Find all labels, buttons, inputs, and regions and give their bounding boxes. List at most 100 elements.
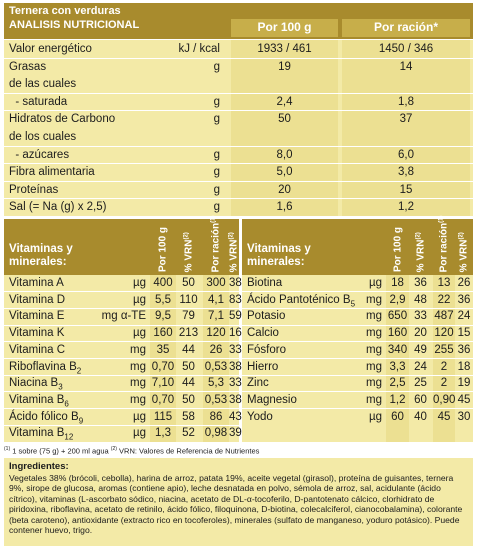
row-divider xyxy=(242,358,473,359)
vitamin-rac: 13 xyxy=(437,277,451,289)
vitamins-table-right: Vitaminas y minerales: Por 100 g % VRN(2)… xyxy=(242,215,473,442)
vitamin-name-text: Hierro xyxy=(247,360,279,373)
footnote: (1) 1 sobre (75 g) + 200 ml agua (2) VRN… xyxy=(4,446,259,456)
per100-strip xyxy=(231,40,338,216)
vitamin-name-text: Potasio xyxy=(247,310,286,323)
vitamin-rac: 120 xyxy=(434,327,454,340)
nutrient-per100: 2,4 xyxy=(276,95,293,108)
row-divider xyxy=(242,374,473,376)
nutrient-label: Grasas xyxy=(9,60,47,73)
ingredients-text: Vegetales 38% (brócoli, cebolla), harina… xyxy=(9,473,463,536)
vitamin-name-text: Niacina B xyxy=(9,377,59,390)
nutrient-per100: 1933 / 461 xyxy=(257,43,312,55)
vitamin-name: Fósforo xyxy=(247,342,286,358)
vitamin-name: Ácido Pantoténico B5 xyxy=(247,292,355,312)
vitamin-vrn2: 24 xyxy=(457,310,471,323)
nutrient-row: de los cuales xyxy=(4,129,473,145)
vitamin-row: Fósforo mg 340 49 255 36 xyxy=(242,342,473,358)
nutrient-label: Proteínas xyxy=(9,183,59,196)
vitamin-subscript: 5 xyxy=(350,298,356,308)
vitamin-unit: µg xyxy=(132,410,146,423)
vitamin-vrn1: 25 xyxy=(414,377,427,390)
vitamin-unit: mg xyxy=(130,377,146,390)
vitamin-name: Vitamina K xyxy=(9,325,64,341)
vitamin-vrn1: 24 xyxy=(414,360,427,373)
vitamin-subscript: 12 xyxy=(64,432,74,442)
vitamin-name: Ácido fólico B9 xyxy=(9,409,83,429)
vitamins-header-right: Vitaminas y minerales: Por 100 g % VRN(2)… xyxy=(242,215,473,275)
nutrient-row: Fibra alimentaria g 5,0 3,8 xyxy=(4,164,473,180)
row-divider xyxy=(4,374,239,376)
nutrient-unit: g xyxy=(213,148,220,161)
vitamin-p100: 60 xyxy=(391,410,404,423)
vitamin-name-text: Vitamina D xyxy=(9,293,66,306)
vitamin-name-text: Calcio xyxy=(247,327,279,340)
ration-header: Por ración* xyxy=(373,20,439,34)
vitamin-vrn2: 33 xyxy=(229,377,242,390)
vitamin-col-label: Por ración xyxy=(438,222,450,272)
nutrient-ration: 14 xyxy=(399,60,413,73)
vitamin-rac: 22 xyxy=(437,293,451,306)
vitamin-p100: 1,2 xyxy=(389,393,406,406)
vitamin-unit: mg xyxy=(130,343,146,356)
vitamin-name-text: Biotina xyxy=(247,277,283,289)
vitamin-p100: 9,5 xyxy=(155,310,171,323)
vitamin-col-sup: (2) xyxy=(182,231,189,240)
vitamin-unit: mg xyxy=(130,360,146,373)
row-divider xyxy=(242,341,473,343)
vitamin-row: Vitamina A µg 400 50 300 38 xyxy=(4,275,242,291)
vitamin-vrn1: 50 xyxy=(182,393,195,406)
vitamin-col-label: Por 100 g xyxy=(392,226,403,272)
vitamin-col-header-text: % VRN(2) xyxy=(458,232,469,272)
vitamins-title-right: Vitaminas y minerales: xyxy=(247,243,311,268)
vitamin-rac: 0,98 xyxy=(204,427,228,440)
vitamin-name-text: Vitamina K xyxy=(9,327,65,340)
nutrient-row: de las cuales xyxy=(4,76,473,92)
vitamin-col-label: Por ración xyxy=(210,222,222,272)
nutrient-ration: 3,8 xyxy=(398,166,414,179)
vitamin-vrn1: 33 xyxy=(414,310,427,323)
vitamin-row: Yodo µg 60 40 45 30 xyxy=(242,409,473,425)
per100-col-bg xyxy=(231,19,338,37)
vitamin-name-text: Zinc xyxy=(247,377,269,390)
nutrient-row: - azúcares g 8,0 6,0 xyxy=(4,147,473,163)
vitamin-unit: mg xyxy=(130,393,146,406)
nutrient-label: Valor energético xyxy=(9,43,92,55)
nutrient-unit: g xyxy=(213,166,220,179)
row-divider xyxy=(4,424,239,426)
vitamin-vrn1: 58 xyxy=(182,410,195,423)
vitamin-unit: mg α-TE xyxy=(101,310,146,323)
vitamin-vrn2: 33 xyxy=(229,343,242,356)
vitamin-name: Vitamina C xyxy=(9,342,65,358)
row-divider xyxy=(4,145,473,147)
nutrition-table: Valor energético kJ / kcal 1933 / 461 1450 … xyxy=(4,40,473,216)
vitamin-vrn1: 52 xyxy=(182,427,195,440)
vitamin-rac: 86 xyxy=(209,410,223,423)
vitamin-p100: 2,5 xyxy=(389,377,406,390)
vitamin-col-header-text: % VRN(2) xyxy=(228,232,239,272)
row-divider xyxy=(4,324,239,326)
vitamin-vrn1: 20 xyxy=(414,327,427,340)
vitamin-name: Zinc xyxy=(247,375,269,391)
row-divider xyxy=(4,57,473,59)
vitamin-unit: mg xyxy=(366,377,382,390)
vitamin-unit: µg xyxy=(368,277,382,289)
vitamin-name: Vitamina B6 xyxy=(9,392,69,412)
footnote-mark-1: (1) xyxy=(4,446,11,452)
nutrient-label: Fibra alimentaria xyxy=(9,166,95,179)
vitamin-p100: 0,70 xyxy=(151,393,175,406)
nutrient-unit: g xyxy=(213,201,220,214)
vitamin-vrn1: 60 xyxy=(414,393,427,406)
row-divider xyxy=(4,307,239,309)
vitamin-p100: 0,70 xyxy=(151,360,175,373)
vitamin-vrn1: 110 xyxy=(179,293,198,306)
vitamin-vrn2: 15 xyxy=(457,327,471,340)
vitamin-row: Ácido Pantoténico B5 mg 2,9 48 22 36 xyxy=(242,292,473,308)
vitamin-vrn2: 38 xyxy=(229,393,242,406)
vitamin-p100: 340 xyxy=(387,343,408,356)
vitamin-p100: 400 xyxy=(153,277,173,289)
nutrient-unit: g xyxy=(213,95,220,108)
